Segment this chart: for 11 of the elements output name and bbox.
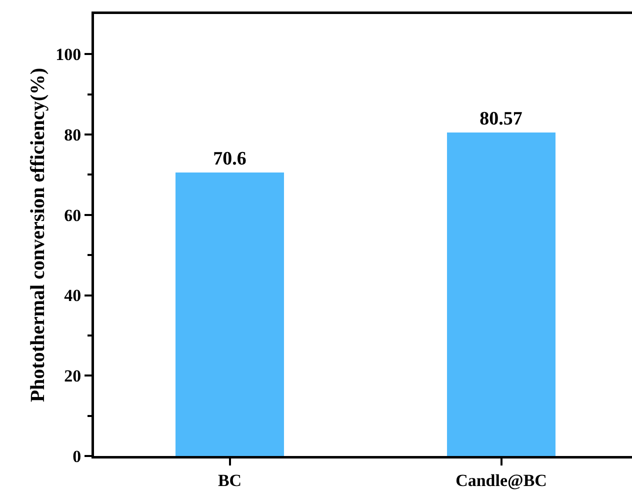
data-label: 70.6: [213, 148, 246, 170]
y-axis-title: Photothermal conversion efficiency(%): [26, 68, 49, 402]
y-tick-label: 80: [64, 126, 82, 144]
x-tick-label: Candle@BC: [456, 470, 547, 490]
y-tick-label: 60: [64, 206, 82, 225]
y-tick-label: 40: [64, 286, 82, 306]
data-label: 80.57: [480, 108, 523, 130]
y-tick-label: 20: [64, 366, 82, 386]
y-tick-label: 100: [56, 45, 82, 64]
y-tick-label: 0: [72, 446, 82, 466]
x-tick-label: BC: [218, 470, 242, 490]
